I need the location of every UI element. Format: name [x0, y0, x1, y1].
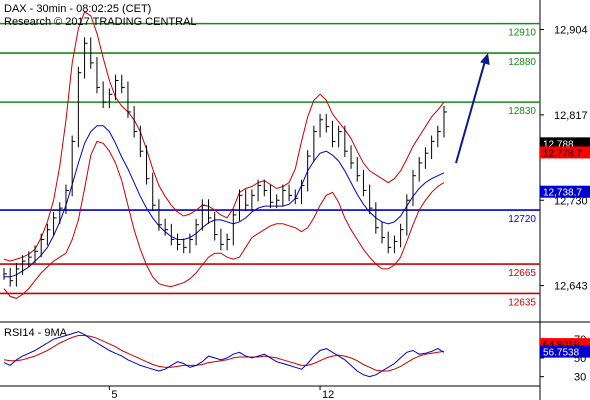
- upper-band-line: [3, 11, 445, 262]
- rsi-line: [3, 331, 445, 378]
- price-axis-tick-label: 12,817: [554, 110, 588, 122]
- pivot-label-12720: 12720: [508, 214, 536, 225]
- forecast-arrow-shaft: [455, 60, 486, 164]
- header-line-2: Research © 2017 TRADING CENTRAL: [4, 16, 197, 28]
- resistance-label-12830: 12830: [508, 106, 536, 117]
- rsi-tag-label: 64.8019: [543, 340, 580, 351]
- price-tag-box: [540, 137, 590, 150]
- price-tag-label: 12,738.7: [543, 188, 582, 199]
- price-axis-tick-label: 12,643: [554, 281, 588, 293]
- time-axis-tick-label: 5: [111, 389, 117, 400]
- header-line-1: DAX - 30min - 08:02:25 (CET): [4, 3, 151, 15]
- forecast-arrow-head: [480, 53, 490, 65]
- rsi-axis-tick-label: 30: [574, 372, 586, 384]
- lower-band-line: [3, 140, 445, 299]
- price-tag-label: 12,778.7: [543, 148, 582, 159]
- resistance-label-12880: 12880: [508, 57, 536, 68]
- support-label-12635: 12635: [508, 297, 536, 308]
- rsi-title: RSI14 - 9MA: [4, 327, 68, 339]
- price-tag-box: [540, 185, 590, 198]
- support-label-12665: 12665: [508, 268, 536, 279]
- rsi-ma9-line: [3, 335, 445, 372]
- rsi-tag-label: 56.7538: [543, 348, 580, 359]
- time-axis-tick-label: 12: [322, 389, 334, 400]
- resistance-label-12910: 12910: [508, 28, 536, 39]
- price-tag-box: [540, 146, 590, 159]
- rsi-tag-box: [540, 345, 590, 358]
- price-axis-tick-label: 12,730: [554, 195, 588, 207]
- moving-average-line: [4, 125, 445, 278]
- price-tag-label: 12,788: [543, 139, 574, 150]
- price-axis-tick-label: 12,904: [554, 25, 588, 37]
